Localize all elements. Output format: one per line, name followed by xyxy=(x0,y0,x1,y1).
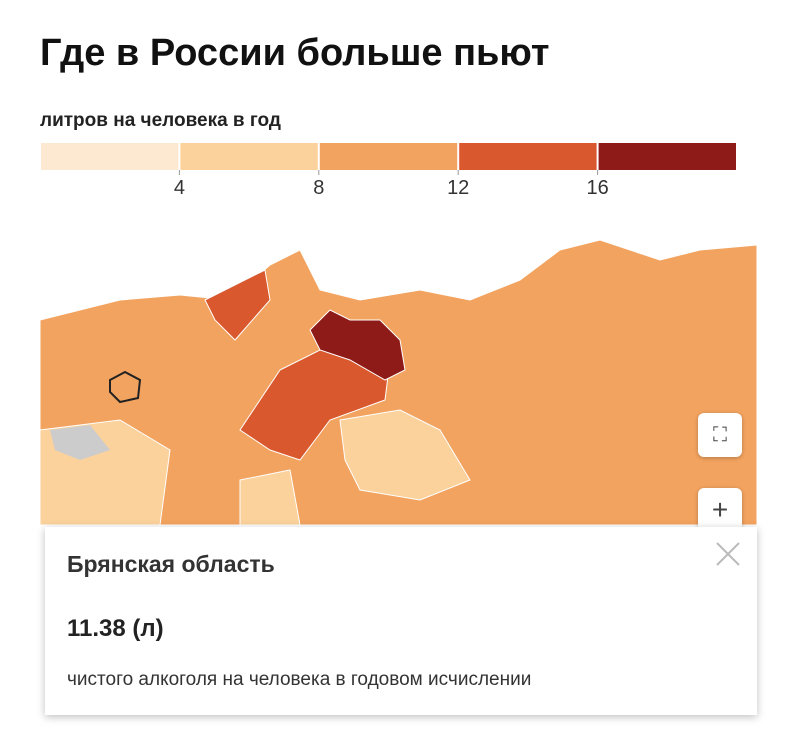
zoom-in-button[interactable]: + xyxy=(698,488,742,532)
legend: 4 8 12 16 xyxy=(41,143,736,199)
map xyxy=(39,239,758,526)
tooltip-value: 11.38 (л) xyxy=(67,615,164,642)
subtitle: литров на человека в год xyxy=(40,110,281,131)
legend-tick-label: 8 xyxy=(313,177,324,199)
title: Где в России больше пьют xyxy=(40,32,550,74)
region xyxy=(339,409,471,501)
region xyxy=(204,269,271,341)
tooltip: Брянская область 11.38 (л) чистого алког… xyxy=(45,527,757,715)
legend-bin xyxy=(319,143,458,170)
close-button[interactable] xyxy=(713,539,743,569)
fullscreen-button[interactable]: ⛶ xyxy=(698,413,742,457)
region xyxy=(239,469,301,526)
tooltip-region: Брянская область xyxy=(67,551,275,577)
legend-tick-label: 16 xyxy=(586,177,608,199)
region xyxy=(309,309,406,381)
legend-tick-label: 12 xyxy=(447,177,469,199)
legend-bin xyxy=(598,143,736,170)
region-no-data xyxy=(50,425,110,460)
legend-bin xyxy=(459,143,597,170)
legend-bin xyxy=(41,143,179,170)
legend-tick-label: 4 xyxy=(174,177,185,199)
tooltip-description: чистого алкоголя на человека в годовом и… xyxy=(67,669,532,690)
legend-bin xyxy=(180,143,318,170)
selected-region xyxy=(109,370,142,404)
